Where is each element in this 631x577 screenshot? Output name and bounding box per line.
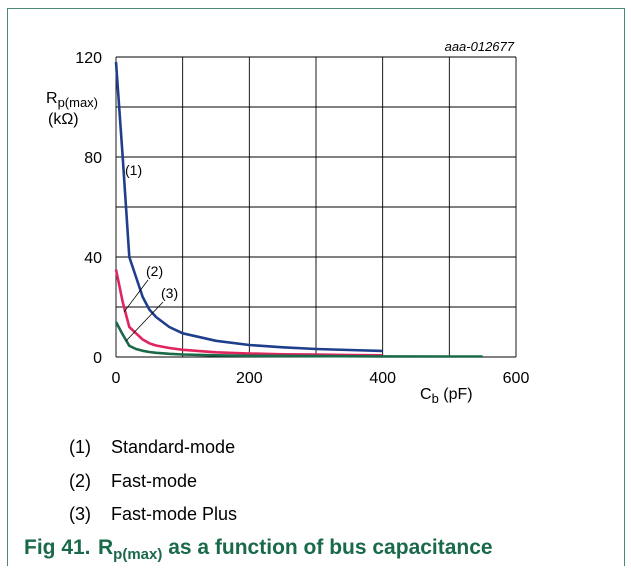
caption-symbol: R xyxy=(98,536,114,559)
series-line-1 xyxy=(114,61,383,353)
legend-num: (2) xyxy=(69,471,91,491)
x-tick-label: 600 xyxy=(503,370,530,387)
caption-text: as a function of bus capacitance xyxy=(168,536,493,559)
caption-symbol-sub: p(max) xyxy=(113,546,163,564)
legend-num: (3) xyxy=(69,504,91,524)
chart-ticks: 0 200 400 600 0 40 80 120 xyxy=(75,50,529,387)
series-line-2 xyxy=(114,269,383,357)
curve-label-3: (3) xyxy=(161,285,178,301)
y-tick-label: 80 xyxy=(84,150,102,167)
y-axis-unit: (kΩ) xyxy=(48,111,79,128)
y-tick-label: 0 xyxy=(93,350,102,367)
chart-labels: aaa-012677 Rp(max)(kΩ) Cb (pF) (1) (2) (3) xyxy=(46,39,515,406)
legend-item-1: (1) Standard-mode xyxy=(69,437,235,458)
y-tick-label: 120 xyxy=(75,50,102,67)
legend-item-2: (2) Fast-mode xyxy=(69,471,197,492)
leader-line-2 xyxy=(123,279,149,313)
chart: 0 200 400 600 0 40 80 120 aaa-012677 Rp(max)(kΩ)… xyxy=(46,39,529,406)
legend-item-3: (3) Fast-mode Plus xyxy=(69,504,237,525)
curve-label-2: (2) xyxy=(146,263,163,279)
x-tick-label: 400 xyxy=(369,370,396,387)
x-axis-label: Cb (pF) xyxy=(420,386,473,406)
legend-text: Fast-mode Plus xyxy=(111,504,238,524)
y-axis-label: Rp(max) xyxy=(46,90,98,110)
series-line-3 xyxy=(114,321,483,358)
caption-label: Fig 41. xyxy=(24,536,91,559)
x-tick-label: 0 xyxy=(112,370,121,387)
legend-num: (1) xyxy=(69,437,91,457)
figure-frame xyxy=(7,8,625,566)
legend-text: Standard-mode xyxy=(111,437,236,457)
legend-text: Fast-mode xyxy=(111,471,198,491)
chart-series xyxy=(114,61,483,358)
x-tick-label: 200 xyxy=(236,370,263,387)
figure-id: aaa-012677 xyxy=(445,39,515,54)
y-tick-label: 40 xyxy=(84,250,102,267)
figure-caption: Fig 41. Rp(max) as a function of bus capa… xyxy=(24,536,493,563)
chart-grid xyxy=(115,56,517,358)
curve-label-1: (1) xyxy=(125,162,142,178)
leader-line-3 xyxy=(125,301,164,342)
